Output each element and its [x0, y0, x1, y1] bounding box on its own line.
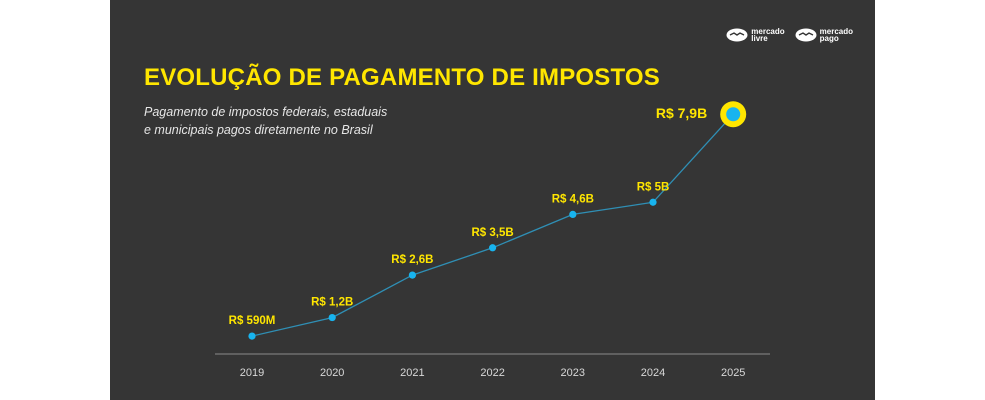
- data-label: R$ 3,5B: [472, 227, 514, 239]
- x-tick-label: 2022: [480, 367, 504, 379]
- data-point: [569, 210, 577, 218]
- x-tick-label: 2020: [320, 367, 344, 379]
- x-tick-label: 2019: [240, 367, 264, 379]
- chart-subtitle: Pagamento de impostos federais, estaduai…: [144, 103, 464, 139]
- x-tick-label: 2023: [561, 367, 585, 379]
- subtitle-line: e municipais pagos diretamente no Brasil: [144, 123, 373, 137]
- handshake-icon: [795, 28, 817, 42]
- data-label: R$ 7,9B: [656, 105, 707, 121]
- brand-logos: mercado livre mercado pago: [726, 27, 853, 43]
- brand-line2: livre: [751, 34, 768, 43]
- handshake-icon: [726, 28, 748, 42]
- mercado-pago-logo: mercado pago: [795, 27, 853, 43]
- subtitle-line: Pagamento de impostos federais, estaduai…: [144, 105, 388, 119]
- data-point: [649, 198, 657, 206]
- data-label: R$ 4,6B: [552, 193, 594, 205]
- data-label: R$ 5B: [637, 181, 670, 193]
- data-label: R$ 2,6B: [391, 254, 433, 266]
- mercado-livre-logo: mercado livre: [726, 27, 785, 43]
- data-label: R$ 590M: [229, 315, 276, 327]
- line-chart: R$ 590M R$ 1,2B R$ 2,6B R$ 3,5B R$ 4,6B R$ 5B…: [215, 101, 770, 379]
- data-point: [726, 107, 741, 122]
- data-point: [328, 313, 336, 322]
- x-tick-label: 2021: [400, 367, 424, 379]
- brand-line1: mercado: [751, 27, 785, 36]
- data-label: R$ 1,2B: [311, 297, 353, 309]
- chart-panel: mercado livre mercado pago EVOLUÇÃO DE P…: [110, 0, 875, 400]
- data-point: [489, 244, 497, 252]
- brand-line1: mercado: [819, 27, 853, 36]
- brand-line2: pago: [819, 34, 839, 43]
- data-point: [408, 271, 416, 279]
- x-tick-label: 2025: [721, 367, 745, 379]
- chart-title: EVOLUÇÃO DE PAGAMENTO DE IMPOSTOS: [144, 64, 660, 91]
- data-point: [248, 332, 256, 340]
- x-tick-label: 2024: [641, 367, 665, 379]
